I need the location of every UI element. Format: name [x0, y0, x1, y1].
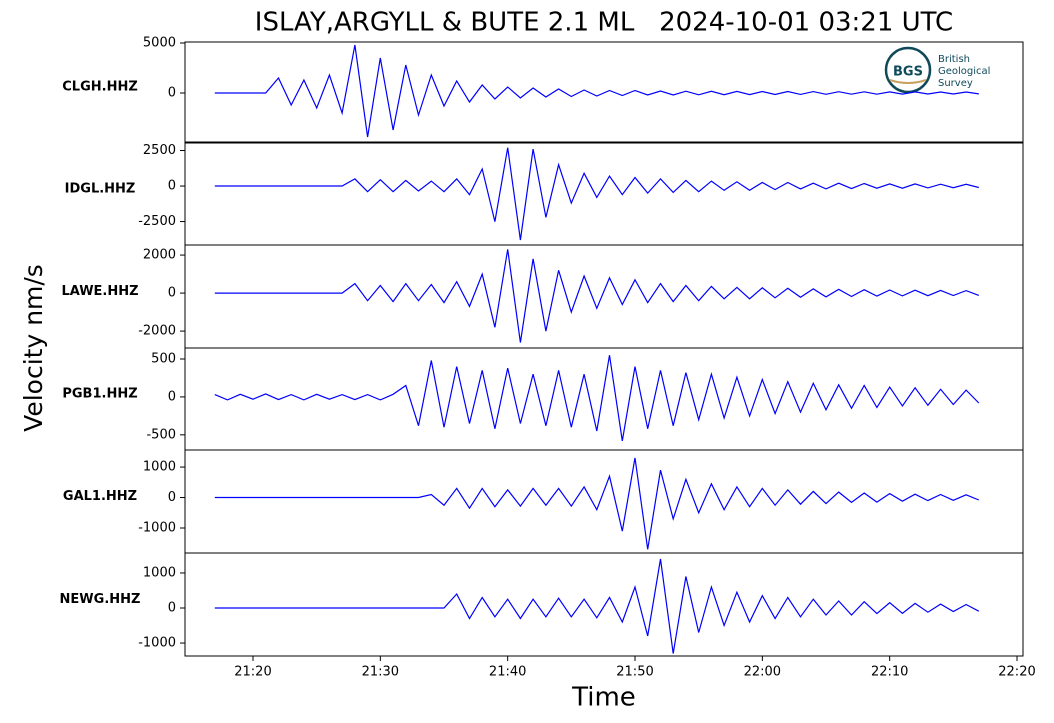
waveform	[214, 147, 979, 241]
panel-frame	[184, 449, 1024, 554]
y-tick-label: 1000	[143, 460, 176, 475]
y-tick-label: 0	[168, 179, 176, 194]
logo-text: Geological	[938, 66, 990, 77]
logo-text: Survey	[938, 78, 973, 89]
y-tick-label: 2500	[143, 143, 176, 158]
y-tick-label: 0	[168, 86, 176, 101]
station-label: LAWE.HHZ	[61, 284, 138, 299]
logo-mark: BGS	[893, 65, 923, 80]
panel-frame	[184, 142, 1024, 246]
y-tick-label: -500	[146, 427, 176, 442]
waveform	[214, 44, 979, 138]
waveform	[214, 558, 980, 654]
station-label: GAL1.HHZ	[63, 489, 137, 504]
x-tick-label: 22:10	[871, 665, 908, 680]
logo: BGS British Geological Survey	[884, 46, 990, 94]
y-tick-label: 0	[168, 389, 176, 404]
y-tick-label: 2000	[143, 248, 176, 263]
waveform	[214, 355, 980, 442]
y-tick-label: -2500	[138, 214, 176, 229]
y-tick-label: -1000	[138, 521, 176, 536]
station-label: PGB1.HHZ	[62, 386, 137, 401]
x-axis-label: Time	[571, 683, 636, 713]
y-tick-label: -1000	[138, 636, 176, 651]
x-tick-label: 21:20	[234, 665, 271, 680]
y-tick-label: 0	[168, 601, 176, 616]
logo-text: British	[938, 54, 970, 65]
panel-frame	[184, 552, 1024, 657]
panel-frame	[184, 244, 1024, 349]
chart-title: ISLAY,ARGYLL & BUTE 2.1 ML 2024-10-01 03…	[255, 8, 953, 38]
x-tick-label: 21:30	[362, 665, 399, 680]
waveform	[214, 249, 980, 343]
logo-wave	[889, 79, 927, 84]
waveform	[214, 457, 980, 550]
x-tick-label: 21:50	[616, 665, 653, 680]
y-tick-label: 5000	[143, 36, 176, 51]
y-tick-label: 0	[168, 286, 176, 301]
y-axis-label: Velocity nm/s	[19, 264, 48, 432]
station-label: CLGH.HHZ	[62, 80, 138, 95]
y-tick-label: 500	[151, 351, 176, 366]
x-tick-label: 22:00	[744, 665, 781, 680]
x-tick-label: 21:40	[489, 665, 526, 680]
panel-frame	[184, 41, 1024, 143]
y-tick-label: 1000	[143, 565, 176, 580]
y-tick-label: 0	[168, 490, 176, 505]
x-tick-label: 22:20	[998, 665, 1035, 680]
y-tick-label: -2000	[138, 324, 176, 339]
station-label: NEWG.HHZ	[60, 592, 141, 607]
station-label: IDGL.HHZ	[65, 181, 136, 196]
